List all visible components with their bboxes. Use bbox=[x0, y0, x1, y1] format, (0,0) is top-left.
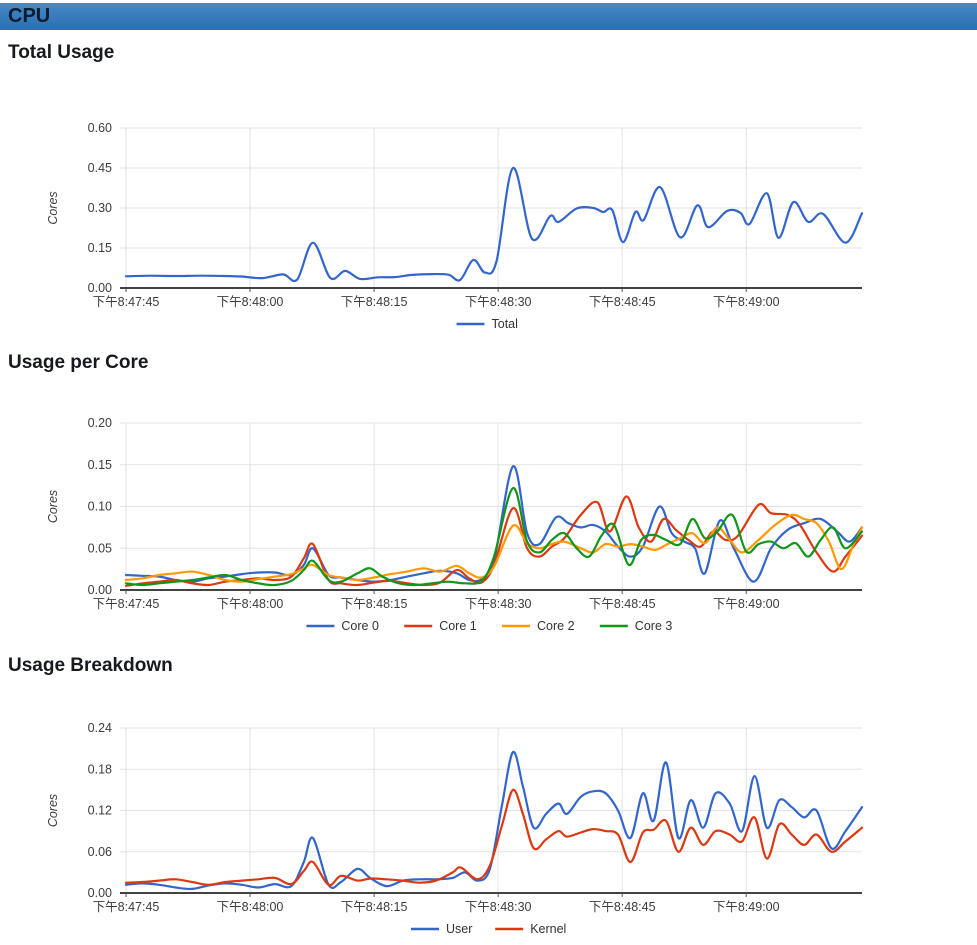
y-tick-label: 0.60 bbox=[88, 121, 112, 135]
y-tick-label: 0.00 bbox=[88, 886, 112, 900]
y-tick-label: 0.30 bbox=[88, 201, 112, 215]
x-tick-label: 下午8:48:15 bbox=[341, 597, 408, 611]
x-tick-label: 下午8:48:15 bbox=[341, 295, 408, 309]
x-tick-label: 下午8:48:30 bbox=[465, 597, 532, 611]
usage-breakdown-chart: 下午8:47:45 下午8:48:00 下午8:48:15 下午8:48:30 下午8:… bbox=[0, 704, 977, 943]
total-usage-chart: 下午8:47:45 下午8:48:00 下午8:48:15 下午8:48:30 下午8:… bbox=[0, 104, 977, 338]
chart-section-usage-per-core: Usage per Core 下午8:47:45 下午8:48:00 下午8:48:… bbox=[0, 352, 977, 640]
y-tick-label: 0.18 bbox=[88, 762, 112, 776]
y-axis-title: Cores bbox=[46, 191, 60, 224]
x-tick-label: 下午8:47:45 bbox=[93, 900, 160, 914]
usage-breakdown-chart-svg: 下午8:47:45 下午8:48:00 下午8:48:15 下午8:48:30 下午8:… bbox=[46, 721, 864, 936]
legend-item-core-2: Core 2 bbox=[502, 619, 575, 633]
x-tick-label: 下午8:48:45 bbox=[589, 295, 656, 309]
legend-label-core-0: Core 0 bbox=[341, 619, 379, 633]
y-tick-label: 0.24 bbox=[88, 721, 112, 735]
legend-item-core-1: Core 1 bbox=[404, 619, 477, 633]
x-tick-label: 下午8:49:00 bbox=[713, 295, 780, 309]
series-line-kernel bbox=[124, 788, 864, 887]
y-tick-label: 0.15 bbox=[88, 241, 112, 255]
x-tick-label: 下午8:48:30 bbox=[465, 295, 532, 309]
y-axis-title: Cores bbox=[46, 794, 60, 827]
y-tick-label: 0.06 bbox=[88, 845, 112, 859]
cpu-section-header: CPU bbox=[0, 3, 977, 30]
x-tick-label: 下午8:48:00 bbox=[217, 295, 284, 309]
x-tick-label: 下午8:48:45 bbox=[589, 597, 656, 611]
legend-item-kernel: Kernel bbox=[495, 922, 566, 936]
series-line-core-3 bbox=[124, 486, 864, 587]
y-tick-label: 0.00 bbox=[88, 583, 112, 597]
x-tick-label: 下午8:48:00 bbox=[217, 900, 284, 914]
y-tick-label: 0.15 bbox=[88, 458, 112, 472]
legend-label-core-1: Core 1 bbox=[439, 619, 477, 633]
x-tick-label: 下午8:48:30 bbox=[465, 900, 532, 914]
y-tick-label: 0.45 bbox=[88, 161, 112, 175]
x-tick-label: 下午8:48:15 bbox=[341, 900, 408, 914]
y-tick-label: 0.12 bbox=[88, 804, 112, 818]
legend-item-core-3: Core 3 bbox=[599, 619, 673, 633]
chart-section-total-usage: Total Usage 下午8:47:45 下午8:48:00 下午8:48:15 下… bbox=[0, 42, 977, 338]
y-tick-label: 0.05 bbox=[88, 541, 112, 555]
legend-label-kernel: Kernel bbox=[530, 922, 566, 936]
legend-item-total: Total bbox=[456, 317, 518, 331]
legend-label-core-3: Core 3 bbox=[635, 619, 673, 633]
x-tick-label: 下午8:49:00 bbox=[713, 900, 780, 914]
x-tick-label: 下午8:49:00 bbox=[713, 597, 780, 611]
total-usage-chart-svg: 下午8:47:45 下午8:48:00 下午8:48:15 下午8:48:30 下午8:… bbox=[46, 121, 864, 331]
y-axis-title: Cores bbox=[46, 490, 60, 523]
legend-label-user: User bbox=[446, 922, 472, 936]
legend-label-total: Total bbox=[492, 317, 518, 331]
series-line-core-0 bbox=[124, 465, 864, 583]
legend-item-core-0: Core 0 bbox=[306, 619, 379, 633]
y-tick-label: 0.00 bbox=[88, 281, 112, 295]
chart-heading-total-usage: Total Usage bbox=[8, 42, 115, 63]
legend-item-user: User bbox=[411, 922, 472, 936]
x-tick-label: 下午8:48:00 bbox=[217, 597, 284, 611]
series-line-core-1 bbox=[124, 495, 864, 587]
cpu-section-title: CPU bbox=[8, 5, 51, 27]
x-tick-label: 下午8:48:45 bbox=[589, 900, 656, 914]
legend-label-core-2: Core 2 bbox=[537, 619, 575, 633]
usage-per-core-chart: 下午8:47:45 下午8:48:00 下午8:48:15 下午8:48:30 下午8:… bbox=[0, 399, 977, 640]
chart-section-usage-breakdown: Usage Breakdown 下午8:47:45 下午8:48:00 下午8:48… bbox=[0, 655, 977, 943]
y-tick-label: 0.10 bbox=[88, 500, 112, 514]
cpu-panel: CPU Total Usage 下午8:47:45 下午8:48:00 下午8:48… bbox=[0, 3, 977, 943]
x-tick-label: 下午8:47:45 bbox=[93, 295, 160, 309]
series-line-user bbox=[124, 750, 864, 891]
y-tick-label: 0.20 bbox=[88, 416, 112, 430]
usage-per-core-chart-svg: 下午8:47:45 下午8:48:00 下午8:48:15 下午8:48:30 下午8:… bbox=[46, 416, 864, 633]
x-tick-label: 下午8:47:45 bbox=[93, 597, 160, 611]
chart-heading-usage-per-core: Usage per Core bbox=[8, 352, 149, 373]
series-line-total bbox=[124, 166, 864, 283]
chart-heading-usage-breakdown: Usage Breakdown bbox=[8, 655, 173, 676]
